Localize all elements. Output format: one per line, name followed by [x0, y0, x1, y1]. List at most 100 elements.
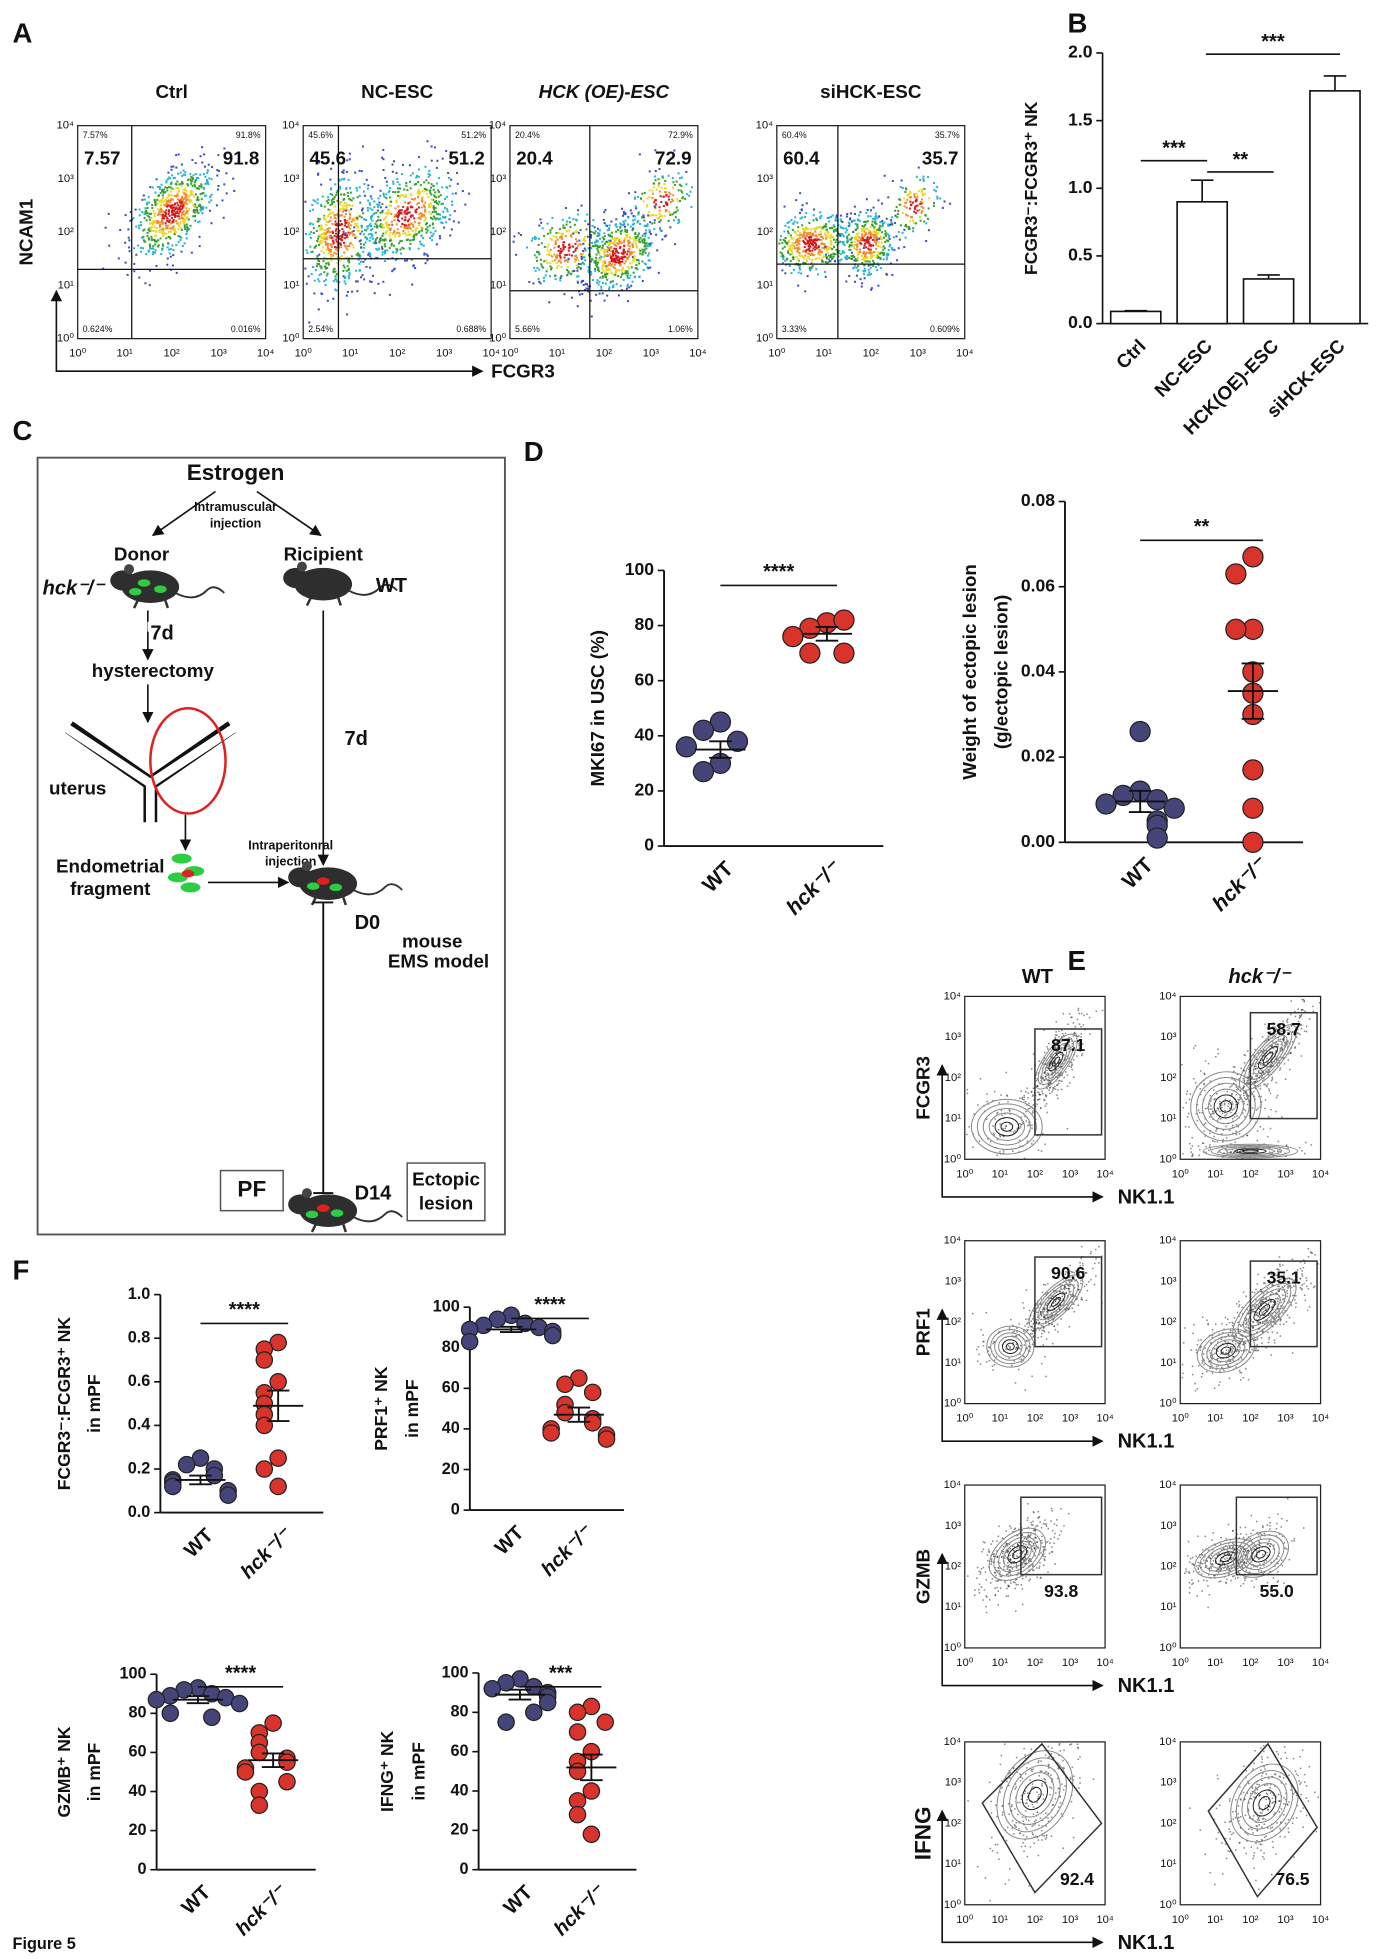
event-dot	[1271, 1044, 1273, 1047]
event-dot	[171, 204, 174, 207]
event-dot	[355, 187, 358, 190]
event-dot	[1281, 1047, 1284, 1050]
event-dot	[329, 212, 332, 215]
event-dot	[330, 167, 333, 170]
event-dot	[1037, 1098, 1040, 1101]
event-dot	[160, 199, 163, 202]
event-dot	[844, 231, 847, 234]
event-dot	[211, 165, 214, 168]
contour-plot	[1181, 998, 1321, 1160]
event-dot	[813, 228, 816, 231]
event-dot	[879, 235, 882, 238]
event-dot	[1055, 1031, 1057, 1033]
event-dot	[667, 198, 671, 201]
event-dot	[622, 256, 625, 259]
event-dot	[325, 200, 328, 203]
event-dot	[394, 213, 397, 216]
event-dot	[690, 206, 693, 209]
event-dot	[663, 187, 666, 190]
event-dot	[647, 210, 650, 213]
diagram-text: Ricipient	[284, 543, 364, 564]
event-dot	[861, 224, 864, 227]
event-dot	[881, 225, 884, 228]
event-dot	[162, 227, 165, 230]
event-dot	[557, 245, 560, 248]
event-dot	[611, 254, 614, 257]
event-dot	[784, 241, 787, 244]
event-dot	[622, 210, 625, 213]
event-dot	[620, 269, 623, 272]
event-dot	[438, 190, 441, 193]
event-dot	[407, 230, 410, 233]
event-dot	[124, 261, 127, 264]
event-dot	[1270, 1065, 1272, 1067]
event-dot	[1215, 1110, 1217, 1112]
event-dot	[377, 197, 380, 200]
data-point	[203, 1708, 221, 1727]
event-dot	[817, 238, 820, 241]
event-dot	[330, 237, 333, 240]
event-dot	[880, 246, 883, 249]
y-tick-label: 80	[128, 1704, 146, 1722]
event-dot	[647, 245, 650, 248]
event-dot	[404, 227, 407, 230]
event-dot	[574, 242, 577, 245]
event-dot	[808, 253, 811, 256]
event-dot	[563, 256, 566, 259]
event-dot	[897, 247, 900, 250]
event-dot	[396, 219, 399, 222]
event-dot	[1070, 1016, 1072, 1019]
event-dot	[336, 249, 339, 252]
event-dot	[1057, 1080, 1060, 1082]
x-tick-label: 10¹	[816, 348, 833, 360]
event-dot	[809, 239, 812, 242]
event-dot	[840, 233, 843, 236]
event-dot	[1069, 1049, 1072, 1051]
event-dot	[854, 258, 857, 261]
label-box	[219, 1169, 284, 1212]
event-dot	[333, 200, 336, 203]
event-dot	[875, 247, 878, 250]
y-tick-label: 60	[635, 669, 655, 689]
event-dot	[176, 215, 179, 218]
event-dot	[1243, 1092, 1245, 1094]
y-tick-label: 0.8	[128, 1329, 151, 1347]
event-dot	[406, 189, 409, 192]
event-dot	[865, 239, 868, 242]
event-dot	[199, 193, 202, 196]
event-dot	[586, 235, 589, 238]
event-dot	[665, 191, 668, 194]
event-dot	[612, 284, 615, 287]
event-dot	[854, 212, 857, 215]
event-dot	[167, 186, 170, 189]
event-dot	[332, 297, 335, 300]
event-dot	[210, 199, 213, 202]
event-dot	[614, 258, 617, 261]
event-dot	[154, 234, 157, 237]
event-dot	[680, 185, 683, 188]
event-dot	[533, 266, 536, 269]
event-dot	[658, 217, 661, 220]
event-dot	[164, 213, 167, 216]
event-dot	[645, 244, 648, 247]
event-dot	[623, 225, 626, 228]
event-dot	[375, 248, 378, 251]
event-dot	[1056, 1097, 1059, 1100]
event-dot	[867, 215, 870, 218]
event-dot	[537, 278, 540, 281]
event-dot	[632, 259, 635, 262]
event-dot	[360, 246, 363, 249]
data-point	[255, 1460, 274, 1478]
event-dot	[432, 226, 435, 229]
event-dot	[384, 212, 387, 215]
event-dot	[628, 245, 631, 248]
event-dot	[150, 212, 153, 215]
event-dot	[161, 222, 164, 225]
event-dot	[384, 176, 387, 179]
event-dot	[594, 262, 597, 265]
event-dot	[619, 245, 622, 248]
event-dot	[623, 262, 626, 265]
diagram-frame	[36, 456, 506, 1236]
event-dot	[450, 152, 453, 155]
event-dot	[515, 253, 518, 256]
